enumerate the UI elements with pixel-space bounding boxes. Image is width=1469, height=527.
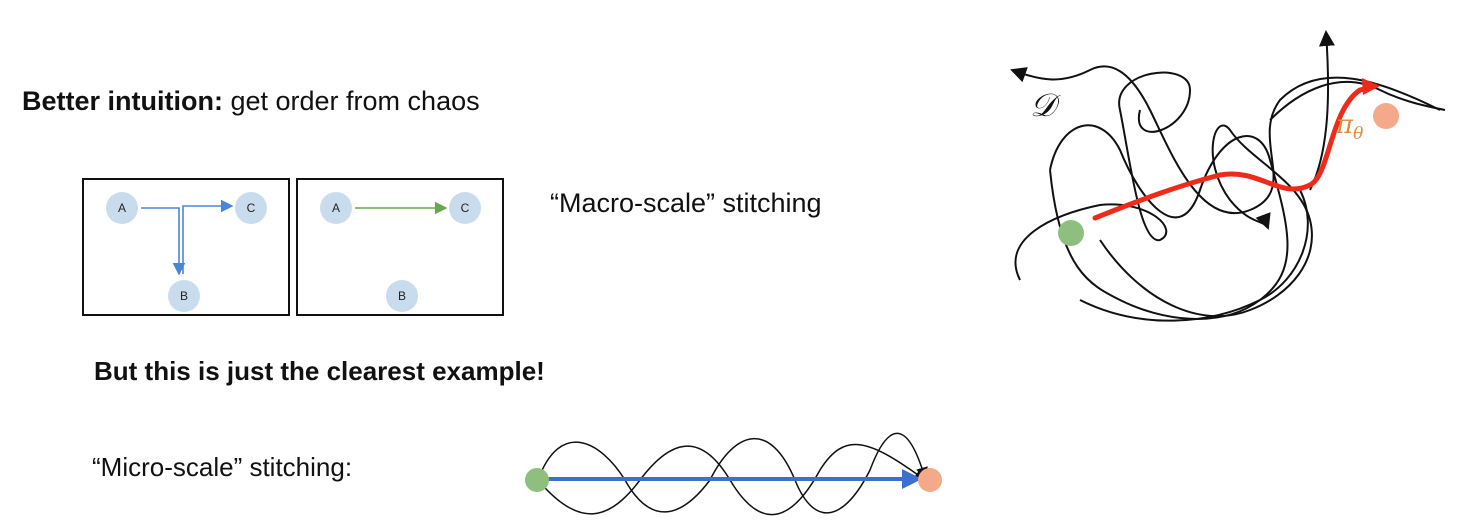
heading-bold: Better intuition: [22, 86, 223, 116]
arrow-a-to-b [141, 207, 186, 276]
panel-left-arrows [141, 199, 234, 276]
policy-symbol: π [1336, 110, 1354, 140]
policy-subscript: θ [1353, 124, 1364, 145]
arrow-b-to-c [182, 199, 234, 274]
node-b: B [386, 280, 418, 312]
heading-rest: get order from chaos [222, 86, 480, 116]
dataset-trajectory-1 [1010, 65, 1441, 214]
dataset-trajectory-6 [1079, 189, 1309, 322]
stitching-panel-left: A C B [82, 178, 290, 316]
dataset-trajectory-4 [1099, 124, 1313, 318]
node-a: A [106, 192, 138, 224]
node-c: C [235, 192, 267, 224]
micro-goal-node [918, 468, 942, 492]
stitching-panel-right: A C B [296, 178, 504, 316]
chaos-start-node [1058, 220, 1084, 246]
dataset-symbol: 𝒟 [1030, 86, 1056, 124]
node-a: A [320, 192, 352, 224]
policy-label: πθ [1336, 110, 1363, 144]
macro-scale-label: “Macro-scale” stitching [550, 188, 822, 218]
policy-arrowhead [1362, 78, 1380, 95]
policy-path [1092, 83, 1378, 221]
micro-wavy-path [537, 432, 928, 514]
clearest-example-text: But this is just the clearest example! [94, 356, 545, 386]
node-b: B [168, 280, 200, 312]
slide-heading: Better intuition: get order from chaos [22, 86, 480, 117]
micro-scale-label: “Micro-scale” stitching: [92, 452, 353, 482]
dataset-trajectory-5 [1309, 30, 1335, 191]
chaos-goal-node [1373, 103, 1399, 129]
micro-start-node [525, 468, 549, 492]
micro-wavy-path-2 [537, 443, 927, 516]
node-c: C [449, 192, 481, 224]
dataset-trajectory-3 [1049, 124, 1289, 320]
panel-right-arrows [355, 201, 448, 215]
